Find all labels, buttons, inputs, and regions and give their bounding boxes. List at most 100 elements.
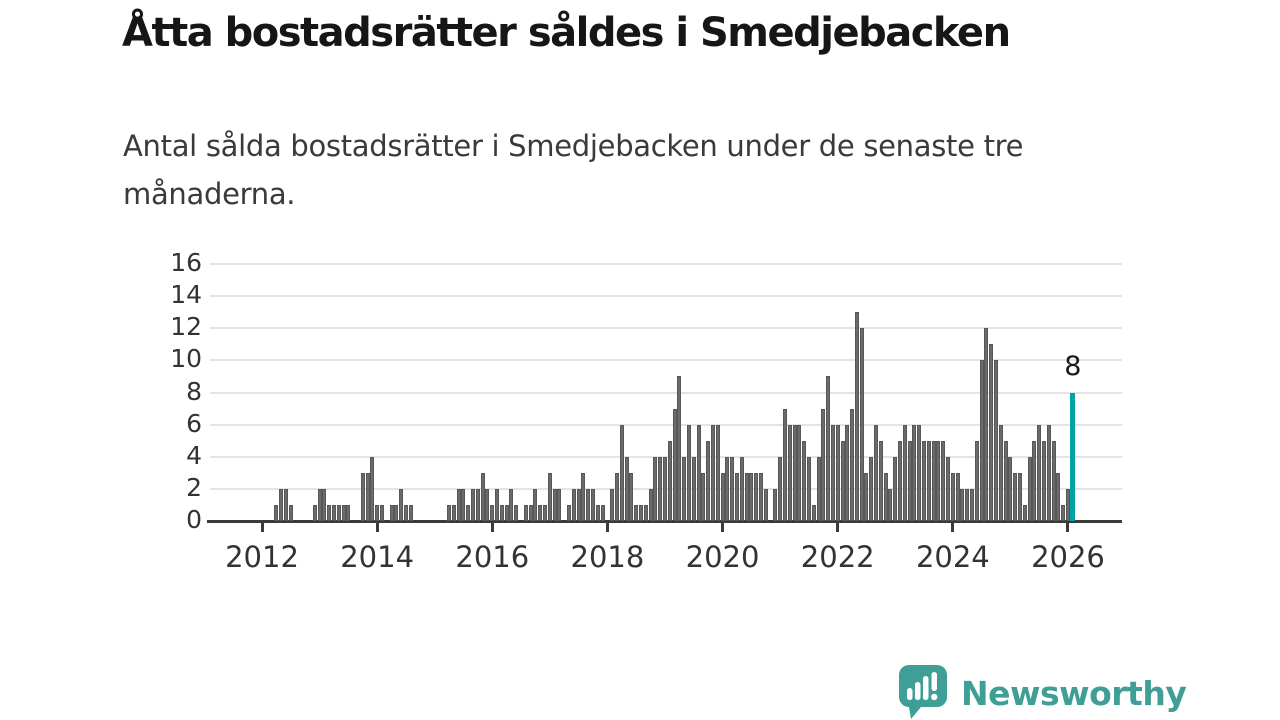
bar [758,472,763,521]
bar [965,488,970,521]
bar [389,504,394,521]
bar [734,472,739,521]
bar [360,472,365,521]
bar [543,504,548,521]
bar [461,488,466,521]
bar [922,440,927,521]
bar [725,456,730,521]
x-axis-tick-label: 2012 [225,540,299,574]
bar [662,456,667,521]
x-axis-tick [721,523,725,532]
bar [279,488,284,521]
bar [634,504,639,521]
bar [591,488,596,521]
bar [600,504,605,521]
bar [399,488,404,521]
bar [835,424,840,521]
bar [696,424,701,521]
bar [830,424,835,521]
bar [893,456,898,521]
bar [691,456,696,521]
x-axis-tick-label: 2018 [570,540,645,574]
highlight-bar [1070,392,1076,521]
bar [946,456,951,521]
bar [677,376,682,521]
bar [701,472,706,521]
bar [950,472,955,521]
bar [490,504,495,521]
bar [552,488,557,521]
bar [970,488,975,521]
x-axis-tick-label: 2022 [800,540,875,574]
bar [874,424,879,521]
newsworthy-logo[interactable]: Newsworthy [897,663,1187,720]
bar [926,440,931,521]
bar [480,472,485,521]
bar [586,488,591,521]
bar [778,456,783,521]
bar [917,424,922,521]
bar [989,344,994,521]
bar [931,440,936,521]
bar [902,424,907,521]
highlight-value-label: 8 [1064,350,1082,382]
bar [1061,504,1066,521]
x-axis-tick-label: 2020 [685,540,760,574]
x-axis-tick [260,523,264,532]
bar [1013,472,1018,521]
bar [595,504,600,521]
bar [619,424,624,521]
bar [672,408,677,521]
y-axis-tick-label: 2 [186,472,202,502]
bar [499,504,504,521]
bar [710,424,715,521]
bar [682,456,687,521]
logo-wordmark: Newsworthy [961,674,1187,713]
bar [720,472,725,521]
bar-chart: 0 2 4 6 8 10 12 14 16 2012 2014 2016 2018 2020 2022 202… [170,248,1122,574]
bar [850,408,855,521]
bar [826,376,831,521]
bar [581,472,586,521]
bar [365,472,370,521]
chart-headline: Åtta bostadsrätter såldes i Smedjebacken [122,10,1011,56]
bar [941,440,946,521]
grid-line [210,295,1122,298]
bar [1042,440,1046,521]
bar [960,488,965,521]
bar [1046,424,1051,521]
x-axis-tick-label: 2024 [915,540,990,574]
bar [456,488,461,521]
bar [403,504,408,521]
bar [787,424,792,521]
bar [936,440,941,521]
x-axis-tick [375,523,379,532]
bar [447,504,452,521]
bar [974,440,979,521]
bar [912,424,917,521]
y-axis-tick-label: 6 [186,408,202,438]
bar [475,488,480,521]
bar [686,424,691,521]
y-axis-tick-label: 16 [170,248,202,277]
bar [408,504,413,521]
y-axis-tick-label: 12 [170,312,202,342]
bar [859,328,864,521]
bar [538,504,543,521]
x-axis-tick-label: 2016 [455,540,530,574]
y-axis-tick-label: 10 [170,344,202,374]
bar [639,504,643,521]
bar [706,440,711,521]
bar [346,504,351,521]
bar [336,504,341,521]
bar [667,440,672,521]
bar [504,504,509,521]
bar [451,504,456,521]
bar [331,504,336,521]
bar [802,440,807,521]
bar [274,504,279,521]
bar [898,440,903,521]
bar [394,504,399,521]
x-axis-line [207,520,1122,523]
